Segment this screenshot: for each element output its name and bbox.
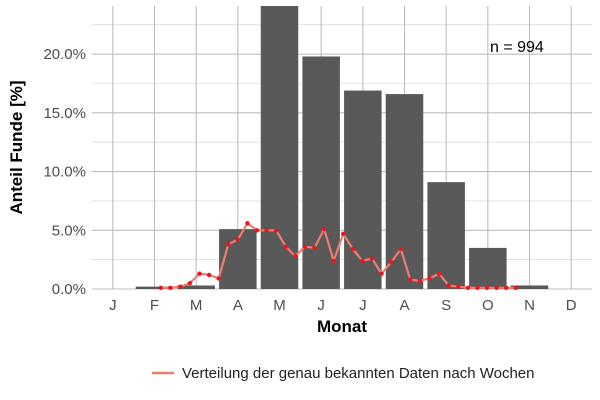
weekly-data-point: [475, 285, 480, 291]
axes: 0.0% 5.0% 10.0% 15.0% 20.0% J F M A M J J A S O N D: [43, 46, 576, 314]
weekly-data-point: [187, 280, 193, 286]
weekly-data-point: [197, 271, 202, 276]
bar-6: [302, 56, 340, 289]
x-tick-label: D: [566, 297, 577, 314]
x-tick-label: M: [190, 297, 203, 314]
weekly-data-point: [456, 284, 461, 289]
bar-10: [469, 247, 507, 289]
y-tick-label: 15.0%: [43, 105, 86, 122]
weekly-data-point: [216, 276, 221, 281]
weekly-data-point: [398, 246, 403, 252]
x-tick-label: J: [109, 297, 117, 314]
weekly-data-point: [302, 244, 308, 249]
weekly-data-point: [178, 284, 183, 289]
weekly-data-point: [427, 276, 432, 281]
bar-2: [135, 286, 174, 289]
weekly-data-point: [513, 285, 518, 291]
weekly-data-point: [369, 256, 375, 261]
weekly-data-point: [264, 228, 269, 233]
weekly-data-point: [388, 259, 394, 265]
y-tick-label: 5.0%: [52, 222, 86, 239]
weekly-data-point: [503, 285, 509, 291]
y-tick-label: 10.0%: [43, 164, 86, 181]
weekly-data-point: [379, 271, 384, 276]
weekly-data-point: [484, 285, 490, 291]
weekly-line: [158, 221, 518, 291]
weekly-data-point: [494, 285, 499, 291]
weekly-data-point: [417, 278, 423, 283]
x-tick-label: A: [399, 297, 409, 314]
weekly-data-point: [226, 242, 231, 247]
bar-8: [385, 94, 424, 289]
y-axis-title: Anteil Funde [%]: [7, 80, 26, 214]
weekly-data-point: [312, 245, 317, 251]
x-tick-label: O: [482, 297, 494, 314]
y-tick-label: 0.0%: [52, 281, 86, 298]
bar-5: [260, 6, 299, 289]
weekly-data-point: [436, 271, 442, 276]
weekly-data-point: [331, 258, 336, 264]
x-tick-label: A: [233, 297, 243, 314]
weekly-data-point: [360, 258, 365, 264]
weekly-data-point: [350, 246, 356, 252]
weekly-data-point: [254, 228, 260, 233]
legend-entry-label: Verteilung der genau bekannten Daten nac…: [182, 365, 535, 382]
x-tick-label: J: [317, 297, 325, 314]
weekly-data-point: [465, 285, 471, 291]
x-tick-label: M: [273, 297, 286, 314]
y-tick-label: 20.0%: [43, 46, 86, 63]
weekly-data-point: [273, 228, 279, 233]
bar-7: [344, 90, 382, 289]
weekly-data-point: [158, 285, 163, 291]
bar-9: [427, 182, 465, 289]
x-tick-label: J: [359, 297, 367, 314]
weekly-data-point: [206, 272, 212, 278]
x-tick-label: S: [441, 297, 451, 314]
x-axis-title: Monat: [317, 317, 367, 336]
bar-3: [177, 285, 215, 289]
weekly-data-point: [341, 231, 346, 237]
weekly-data-point: [321, 226, 327, 232]
weekly-data-point: [446, 283, 451, 288]
weekly-data-point: [408, 277, 413, 282]
weekly-data-point: [235, 237, 241, 242]
weekly-data-point: [283, 244, 288, 249]
weekly-data-point: [293, 253, 298, 259]
weekly-data-point: [168, 285, 173, 291]
bars: [135, 6, 549, 289]
weekly-data-point: [245, 221, 250, 226]
legend: Verteilung der genau bekannten Daten nac…: [152, 365, 535, 382]
x-tick-label: F: [150, 297, 159, 314]
bar-11: [510, 285, 549, 289]
x-tick-label: N: [524, 297, 535, 314]
sample-size-annotation: n = 994: [490, 39, 544, 56]
